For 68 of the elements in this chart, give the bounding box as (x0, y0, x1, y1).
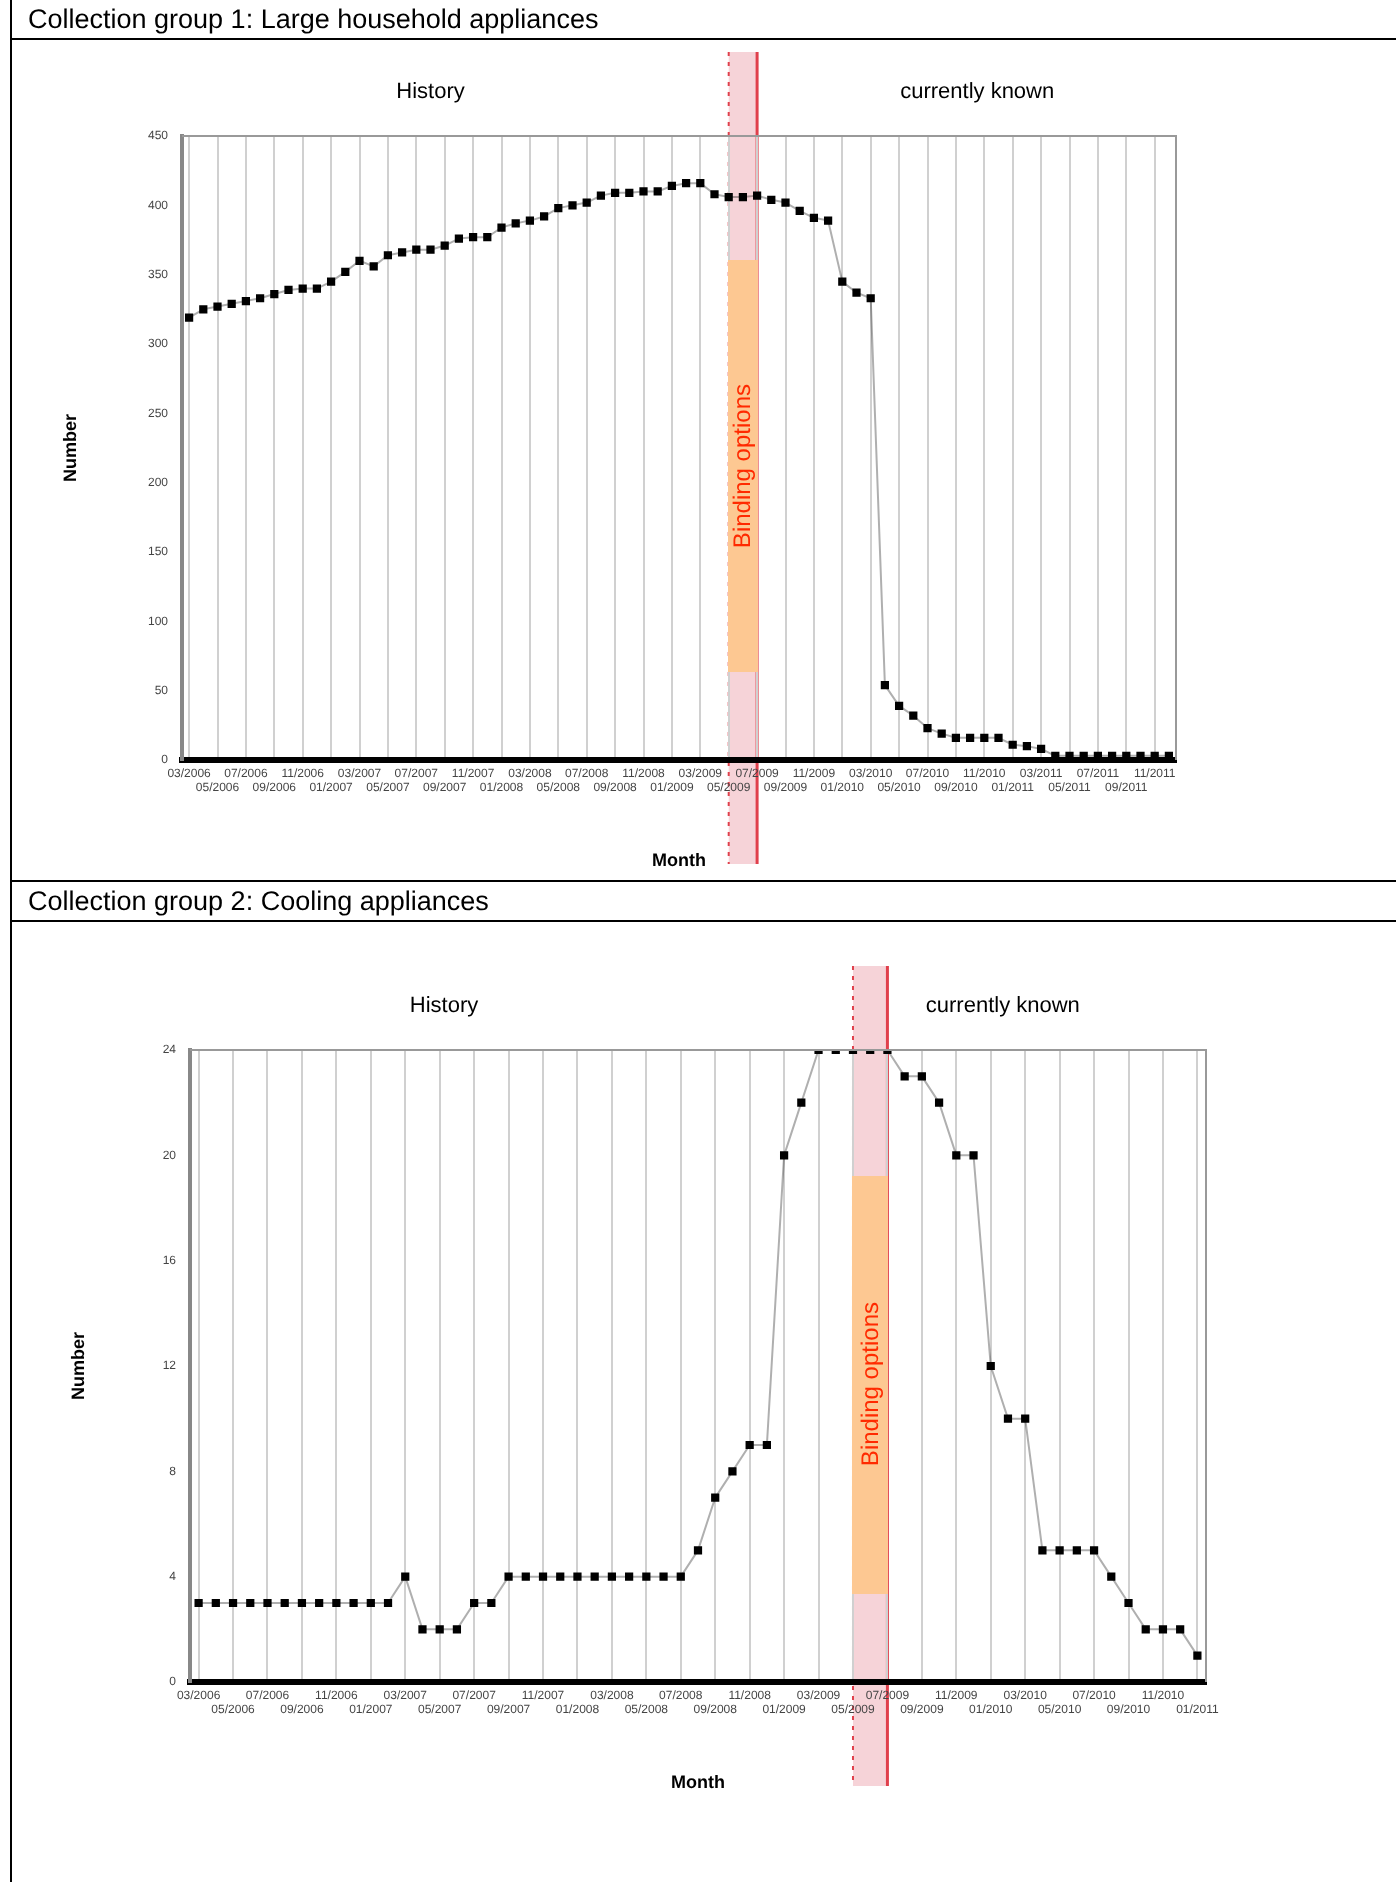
x-axis-title: Month (671, 1772, 725, 1793)
point (194, 1598, 203, 1608)
point (401, 1572, 410, 1581)
text: History (409, 994, 480, 1019)
point (625, 1572, 634, 1581)
label-box: Binding options (728, 260, 758, 673)
point (487, 1598, 496, 1608)
point (986, 1361, 995, 1371)
point (1176, 1625, 1185, 1634)
point (917, 1072, 926, 1081)
point (1141, 1625, 1150, 1634)
point (1193, 1651, 1202, 1660)
point (711, 1493, 720, 1502)
point (538, 1572, 548, 1581)
point (332, 1598, 341, 1608)
point (1158, 1625, 1168, 1634)
point (952, 1151, 961, 1160)
point (315, 1598, 324, 1608)
chart-title: Collection group 2: Cooling appliances (12, 880, 1396, 922)
point (745, 1440, 754, 1450)
x-axis-title: Month (652, 850, 706, 871)
text: currently known (900, 80, 1055, 105)
point (1107, 1572, 1116, 1581)
point (383, 1598, 393, 1608)
point (435, 1625, 444, 1634)
point (642, 1572, 651, 1581)
point (211, 1598, 220, 1608)
point (263, 1598, 272, 1608)
point (1038, 1546, 1047, 1555)
point (418, 1625, 427, 1634)
point (693, 1546, 703, 1555)
y-axis-title: Number (67, 1331, 88, 1401)
point (1055, 1546, 1064, 1555)
point (452, 1625, 462, 1634)
point (728, 1467, 737, 1476)
point (969, 1151, 978, 1160)
label-box: Binding options (852, 1176, 888, 1594)
text: currently known (925, 994, 1080, 1019)
point (280, 1598, 289, 1608)
point (659, 1572, 668, 1581)
point (797, 1098, 806, 1107)
point (228, 1598, 238, 1608)
point (1124, 1598, 1133, 1608)
point (521, 1572, 530, 1581)
point (1072, 1546, 1081, 1555)
y-axis-title: Number (59, 413, 80, 483)
point (504, 1572, 513, 1581)
point (366, 1598, 375, 1608)
text: History (396, 80, 466, 105)
band-label: Binding options (856, 1302, 885, 1467)
point (349, 1598, 358, 1608)
point (1021, 1414, 1030, 1423)
band-label: Binding options (728, 384, 757, 549)
point (297, 1598, 307, 1608)
point (762, 1440, 771, 1450)
point (1089, 1546, 1099, 1555)
point (676, 1572, 685, 1581)
point (470, 1598, 479, 1608)
point (590, 1572, 599, 1581)
point (556, 1572, 565, 1581)
point (779, 1151, 789, 1160)
point (900, 1072, 909, 1081)
point (246, 1598, 255, 1608)
chart-title: Collection group 1: Large household appliances (12, 0, 1396, 40)
point (607, 1572, 617, 1581)
point (573, 1572, 582, 1581)
point (1003, 1414, 1013, 1423)
point (934, 1098, 944, 1107)
